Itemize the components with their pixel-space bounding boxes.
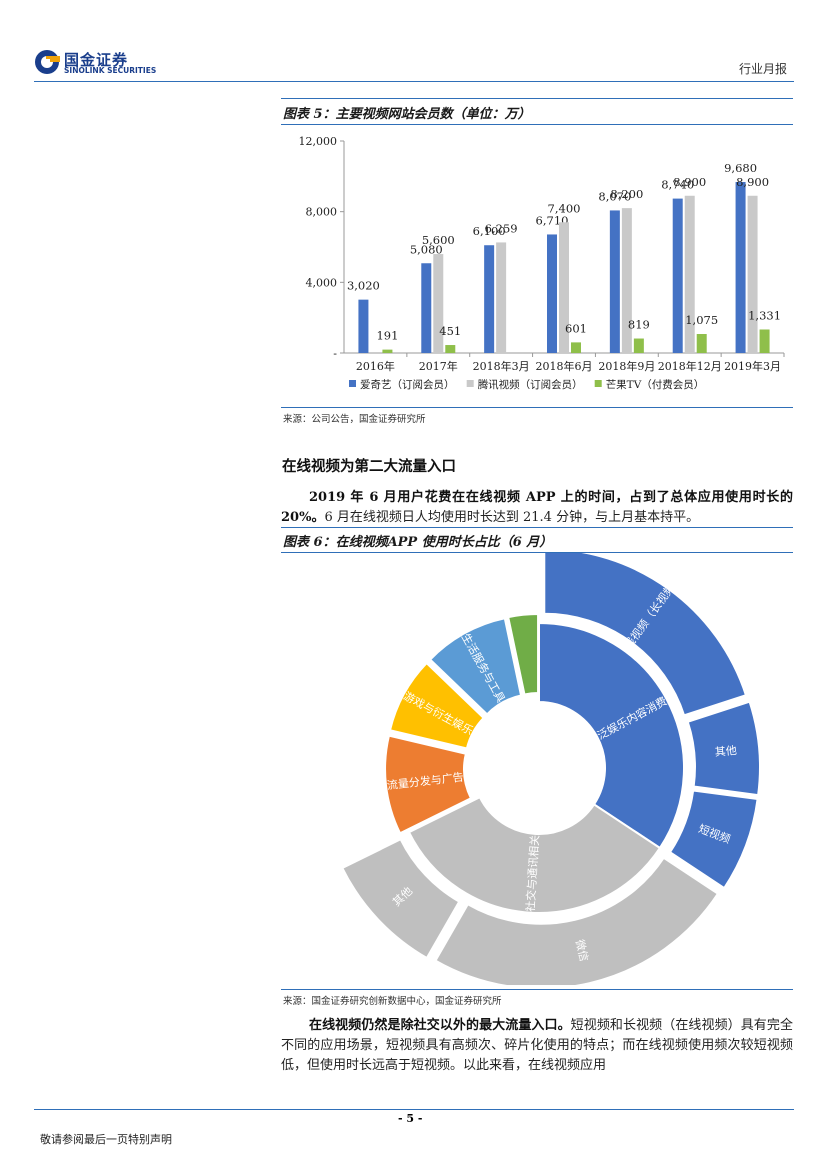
bar [571,342,581,353]
section-paragraph-body: 6 月在线视频日人均使用时长达到 21.4 分钟，与上月基本持平。 [324,510,700,525]
x-tick-label: 2018年3月 [473,359,530,373]
bar-data-label: 7,400 [548,201,581,215]
bar [547,234,557,353]
bar-data-label: 1,075 [685,313,718,327]
legend-label: 爱奇艺（订阅会员） [360,378,455,391]
sunburst-outer-label: 微信 [573,938,592,963]
bar-data-label: 9,680 [724,161,757,175]
bar [735,181,746,353]
bar [684,195,695,353]
footer-divider [34,1109,794,1110]
legend-label: 腾讯视频（订阅会员） [478,378,583,391]
sunburst-inner-label: 社交与通讯相关 [523,834,542,912]
logo-english-name: SINOLINK SECURITIES [64,66,157,75]
bar-data-label: 8,900 [736,175,769,189]
bar-data-label: 3,020 [347,279,380,293]
figure5-title-rule [281,124,793,125]
bar-data-label: 1,331 [748,308,781,322]
bar-data-label: 6,100 [473,224,506,238]
figure5-bottom-rule [281,407,793,408]
bar-data-label: 8,200 [610,187,643,201]
x-tick-label: 2019年3月 [724,359,781,373]
sunburst-inner-segment [538,621,685,850]
section-paragraph: 2019 年 6 月用户花费在在线视频 APP 上的时间，占到了总体应用使用时长… [281,488,793,528]
figure5-source: 来源：公司公告，国金证券研究所 [283,414,426,425]
closing-paragraph-lead: 在线视频仍然是除社交以外的最大流量入口。 [309,1018,571,1033]
closing-paragraph: 在线视频仍然是除社交以外的最大流量入口。短视频和长视频（在线视频）具有完全不同的… [281,1016,793,1076]
sunburst-inner-segment [384,734,473,835]
y-tick-label: - [333,347,337,360]
bar [696,334,707,353]
section-heading: 在线视频为第二大流量入口 [282,458,456,475]
bar [747,195,758,353]
bar [421,263,432,353]
x-tick-label: 2018年12月 [658,359,722,373]
bar [484,245,495,353]
bar [609,210,620,353]
bar-data-label: 8,070 [598,189,631,203]
figure5-top-rule [281,98,793,99]
sunburst-outer-segment [543,553,748,717]
sunburst-outer-label: 其他 [714,744,737,759]
bar-data-label: 5,080 [410,242,443,256]
legend-label: 芒果TV（付费会员） [606,378,705,391]
sunburst-inner-segment [407,795,662,914]
x-tick-label: 2018年6月 [536,359,593,373]
y-tick-label: 12,000 [299,135,338,148]
bar [559,222,569,353]
x-tick-label: 2018年9月 [598,359,655,373]
header-divider [34,81,794,82]
closing-paragraph-body: 短视频和长视频（在线视频）具有完全不同的应用场景，短视频具有高频次、碎片化使用的… [281,1018,793,1073]
sunburst-inner-segment [428,617,523,716]
bar [496,242,507,353]
legend-swatch [466,380,474,387]
bar [445,345,456,353]
bar-data-label: 8,740 [661,178,694,192]
sunburst-outer-segment [668,789,759,890]
page-number: - 5 - [398,1112,423,1125]
sunburst-inner-segment [507,613,540,696]
legend-swatch [349,380,356,387]
footer-disclaimer: 敬请参阅最后一页特别声明 [40,1133,172,1146]
sunburst-outer-segment [341,837,461,960]
bar-data-label: 601 [565,321,587,335]
app-usage-sunburst-chart: 在线视频（长视频）其他短视频微信其他泛娱乐内容消费社交与通讯相关流量分发与广告游… [341,553,761,985]
bar-data-label: 819 [628,318,650,332]
figure6-top-rule [281,527,793,528]
bar [759,329,770,353]
bar-data-label: 451 [439,324,461,338]
bar [382,349,393,353]
bar-data-label: 6,259 [485,221,518,235]
x-tick-label: 2017年 [419,359,458,373]
figure6-title-rule [281,552,793,553]
figure6-bottom-rule [281,989,793,990]
sunburst-inner-segment [388,661,485,750]
figure6-title: 图表 6：在线视频APP 使用时长占比（6 月） [283,535,553,550]
bar-data-label: 191 [376,329,398,343]
section-paragraph-lead: 2019 年 6 月用户花费在在线视频 APP 上的时间，占到了总体应用使用时长… [281,490,793,525]
bar [633,338,644,353]
sunburst-outer-segment [686,700,761,797]
logo-chinese-name: 国金证券 [64,51,129,69]
bar [433,254,444,353]
legend-swatch [594,380,602,387]
bar [621,208,632,353]
report-type-label: 行业月报 [738,62,787,76]
figure6-source: 来源：国金证券研究创新数据中心，国金证券研究所 [283,996,502,1007]
figure5-title: 图表 5：主要视频网站会员数（单位：万） [283,107,531,122]
bar-data-label: 5,600 [422,233,455,247]
y-tick-label: 4,000 [306,276,338,289]
bar-data-label: 8,900 [673,175,706,189]
sunburst-outer-segment [434,856,720,985]
bar [358,299,369,353]
y-tick-label: 8,000 [306,206,338,219]
x-tick-label: 2016年 [356,359,395,373]
member-count-bar-chart: - 4,000 8,000 12,000 2016年 3,020 191 2017年 5,080… [299,135,785,391]
sinolink-logo-icon [35,50,60,74]
bar [672,198,683,353]
